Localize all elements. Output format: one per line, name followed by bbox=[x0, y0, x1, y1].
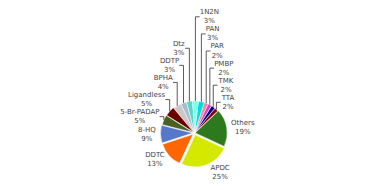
svg-text:DDTP3%: DDTP3% bbox=[160, 57, 179, 74]
svg-text:TMK2%: TMK2% bbox=[218, 77, 234, 94]
svg-text:PAR2%: PAR2% bbox=[210, 42, 224, 59]
svg-text:PMBP2%: PMBP2% bbox=[214, 60, 233, 77]
svg-text:Others19%: Others19% bbox=[231, 119, 255, 136]
svg-text:Dtz3%: Dtz3% bbox=[173, 40, 185, 57]
svg-text:5-Br-PADAP5%: 5-Br-PADAP5% bbox=[120, 108, 159, 125]
svg-text:BPHA4%: BPHA4% bbox=[154, 74, 173, 91]
svg-text:TTA2%: TTA2% bbox=[221, 94, 235, 111]
svg-text:Ligandless5%: Ligandless5% bbox=[128, 91, 165, 108]
svg-text:1N2N3%: 1N2N3% bbox=[200, 8, 219, 25]
svg-text:8-HQ9%: 8-HQ9% bbox=[138, 126, 156, 143]
svg-text:DDTC13%: DDTC13% bbox=[145, 151, 165, 168]
svg-text:PAN3%: PAN3% bbox=[206, 25, 220, 42]
svg-text:APDC25%: APDC25% bbox=[210, 164, 229, 181]
